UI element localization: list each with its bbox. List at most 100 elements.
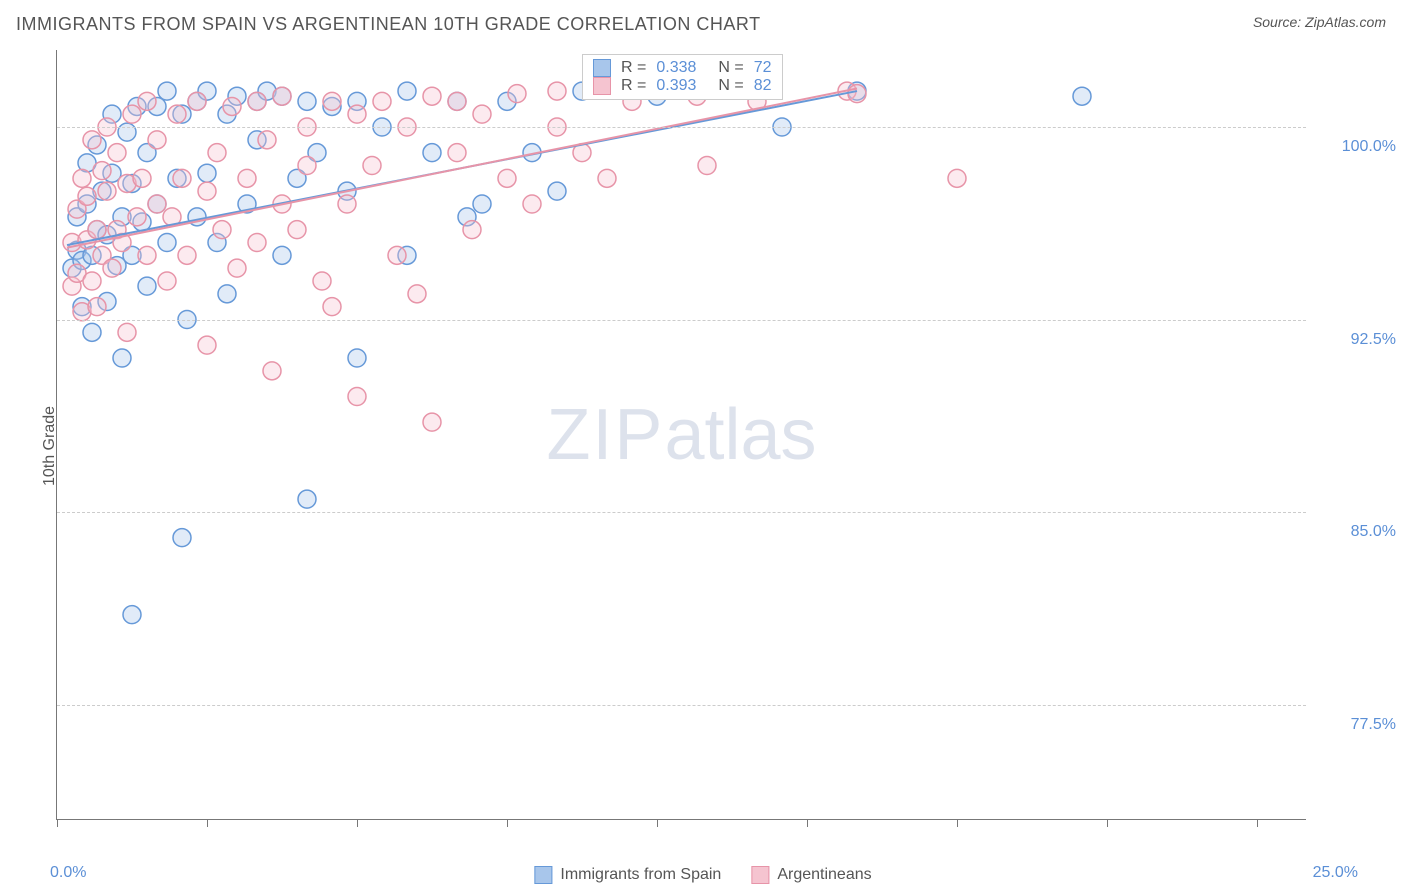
scatter-point-arg <box>88 298 106 316</box>
stats-swatch <box>593 59 611 77</box>
x-tick <box>657 819 658 827</box>
scatter-point-arg <box>323 92 341 110</box>
stats-swatch <box>593 77 611 95</box>
stats-r-label: R = <box>621 77 646 95</box>
gridline <box>57 512 1306 513</box>
scatter-point-arg <box>238 169 256 187</box>
x-tick <box>957 819 958 827</box>
scatter-point-spain <box>158 234 176 252</box>
stats-n-label: N = <box>718 77 743 95</box>
legend-bottom: Immigrants from Spain Argentineans <box>534 866 871 884</box>
stats-n-value: 72 <box>754 59 772 77</box>
scatter-point-arg <box>158 272 176 290</box>
x-axis-start-label: 0.0% <box>50 864 86 882</box>
scatter-point-arg <box>473 105 491 123</box>
stats-r-label: R = <box>621 59 646 77</box>
legend-label: Argentineans <box>777 866 871 884</box>
scatter-point-arg <box>73 169 91 187</box>
x-tick <box>1107 819 1108 827</box>
scatter-point-spain <box>218 285 236 303</box>
scatter-point-spain <box>158 82 176 100</box>
legend-item: Immigrants from Spain <box>534 866 721 884</box>
scatter-point-arg <box>198 182 216 200</box>
scatter-point-spain <box>298 490 316 508</box>
scatter-point-arg <box>698 157 716 175</box>
scatter-point-arg <box>208 144 226 162</box>
scatter-point-arg <box>248 92 266 110</box>
scatter-point-arg <box>98 182 116 200</box>
scatter-point-arg <box>258 131 276 149</box>
scatter-point-arg <box>148 195 166 213</box>
scatter-point-arg <box>348 105 366 123</box>
scatter-point-arg <box>598 169 616 187</box>
scatter-point-arg <box>118 323 136 341</box>
scatter-point-spain <box>423 144 441 162</box>
stats-row: R = 0.393 N = 82 <box>593 77 772 95</box>
x-tick <box>357 819 358 827</box>
scatter-point-arg <box>508 85 526 103</box>
scatter-point-arg <box>103 259 121 277</box>
y-tick-label: 100.0% <box>1342 138 1396 156</box>
legend-item: Argentineans <box>751 866 871 884</box>
scatter-point-spain <box>123 606 141 624</box>
scatter-point-spain <box>138 277 156 295</box>
scatter-point-arg <box>123 105 141 123</box>
scatter-point-arg <box>138 92 156 110</box>
scatter-point-arg <box>423 87 441 105</box>
scatter-point-arg <box>948 169 966 187</box>
scatter-point-spain <box>473 195 491 213</box>
scatter-point-arg <box>173 169 191 187</box>
scatter-point-arg <box>213 221 231 239</box>
source-attribution: Source: ZipAtlas.com <box>1253 14 1386 30</box>
scatter-point-arg <box>323 298 341 316</box>
scatter-point-arg <box>448 92 466 110</box>
scatter-point-arg <box>848 85 866 103</box>
gridline <box>57 127 1306 128</box>
scatter-point-arg <box>83 272 101 290</box>
scatter-point-spain <box>348 349 366 367</box>
scatter-point-spain <box>83 323 101 341</box>
scatter-point-spain <box>273 246 291 264</box>
x-tick <box>807 819 808 827</box>
stats-n-value: 82 <box>754 77 772 95</box>
scatter-point-arg <box>263 362 281 380</box>
legend-label: Immigrants from Spain <box>560 866 721 884</box>
gridline <box>57 705 1306 706</box>
scatter-point-spain <box>113 349 131 367</box>
scatter-point-arg <box>313 272 331 290</box>
scatter-point-arg <box>388 246 406 264</box>
scatter-point-arg <box>273 87 291 105</box>
stats-r-value: 0.393 <box>656 77 696 95</box>
scatter-point-arg <box>228 259 246 277</box>
scatter-point-arg <box>138 246 156 264</box>
scatter-point-arg <box>408 285 426 303</box>
x-tick <box>57 819 58 827</box>
x-tick <box>207 819 208 827</box>
scatter-point-arg <box>223 97 241 115</box>
scatter-point-arg <box>108 144 126 162</box>
y-tick-label: 85.0% <box>1351 523 1396 541</box>
scatter-point-arg <box>348 388 366 406</box>
x-tick <box>1257 819 1258 827</box>
stats-row: R =0.338N =72 <box>593 59 772 77</box>
scatter-point-spain <box>198 164 216 182</box>
plot-area: ZIPatlas R =0.338N =72R =0.393N =82 <box>56 50 1306 820</box>
scatter-point-arg <box>83 131 101 149</box>
scatter-point-arg <box>148 131 166 149</box>
x-axis-end-label: 25.0% <box>1313 864 1358 882</box>
scatter-point-arg <box>88 221 106 239</box>
scatter-point-arg <box>133 169 151 187</box>
scatter-point-spain <box>118 123 136 141</box>
scatter-point-arg <box>463 221 481 239</box>
y-tick-label: 92.5% <box>1351 331 1396 349</box>
scatter-point-spain <box>398 82 416 100</box>
scatter-point-arg <box>363 157 381 175</box>
scatter-point-spain <box>548 182 566 200</box>
scatter-point-spain <box>1073 87 1091 105</box>
scatter-point-arg <box>423 413 441 431</box>
scatter-point-arg <box>298 157 316 175</box>
scatter-point-arg <box>168 105 186 123</box>
scatter-point-arg <box>188 92 206 110</box>
scatter-point-arg <box>128 208 146 226</box>
scatter-point-arg <box>248 234 266 252</box>
